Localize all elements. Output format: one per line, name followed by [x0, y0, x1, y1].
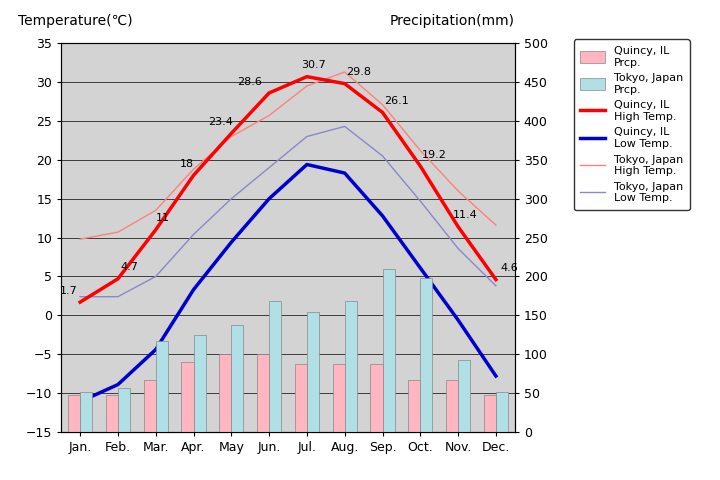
Tokyo, Japan
Low Temp.	[378, 153, 387, 159]
Legend: Quincy, IL
Prcp., Tokyo, Japan
Prcp., Quincy, IL
High Temp., Quincy, IL
Low Temp: Quincy, IL Prcp., Tokyo, Japan Prcp., Qu…	[574, 39, 690, 210]
Quincy, IL
Low Temp.	[114, 382, 122, 387]
Bar	[156, 341, 168, 432]
Quincy, IL
High Temp.	[416, 163, 425, 169]
Tokyo, Japan
High Temp.	[454, 188, 462, 194]
Text: 11.4: 11.4	[453, 210, 477, 220]
Line: Tokyo, Japan
Low Temp.: Tokyo, Japan Low Temp.	[80, 126, 496, 297]
Quincy, IL
High Temp.	[378, 109, 387, 115]
Text: 28.6: 28.6	[237, 77, 262, 86]
Bar	[68, 395, 80, 432]
Quincy, IL
High Temp.	[76, 299, 84, 305]
Quincy, IL
Low Temp.	[454, 317, 462, 323]
Quincy, IL
Low Temp.	[76, 399, 84, 405]
Text: 30.7: 30.7	[302, 60, 326, 70]
Quincy, IL
High Temp.	[341, 81, 349, 86]
Quincy, IL
High Temp.	[302, 74, 311, 80]
Bar	[496, 392, 508, 432]
Text: 4.6: 4.6	[501, 263, 518, 273]
Bar	[80, 392, 92, 432]
Tokyo, Japan
Low Temp.	[76, 294, 84, 300]
Quincy, IL
Low Temp.	[227, 240, 235, 245]
Quincy, IL
Low Temp.	[151, 347, 160, 352]
Tokyo, Japan
High Temp.	[341, 69, 349, 75]
Quincy, IL
High Temp.	[189, 172, 198, 178]
Tokyo, Japan
Low Temp.	[265, 165, 274, 170]
Tokyo, Japan
Low Temp.	[454, 246, 462, 252]
Bar	[257, 354, 269, 432]
Tokyo, Japan
Low Temp.	[189, 232, 198, 238]
Tokyo, Japan
Low Temp.	[416, 198, 425, 204]
Tokyo, Japan
High Temp.	[151, 207, 160, 213]
Bar	[370, 363, 382, 432]
Text: 19.2: 19.2	[422, 150, 446, 160]
Tokyo, Japan
High Temp.	[302, 83, 311, 89]
Text: 26.1: 26.1	[384, 96, 409, 106]
Quincy, IL
Low Temp.	[265, 196, 274, 202]
Quincy, IL
High Temp.	[151, 227, 160, 233]
Bar	[345, 301, 357, 432]
Bar	[307, 312, 319, 432]
Line: Tokyo, Japan
High Temp.: Tokyo, Japan High Temp.	[80, 72, 496, 239]
Tokyo, Japan
High Temp.	[114, 229, 122, 235]
Tokyo, Japan
Low Temp.	[227, 196, 235, 202]
Bar	[333, 363, 345, 432]
Quincy, IL
Low Temp.	[378, 213, 387, 219]
Text: 29.8: 29.8	[346, 67, 371, 77]
Quincy, IL
High Temp.	[114, 276, 122, 282]
Quincy, IL
Low Temp.	[416, 265, 425, 271]
Quincy, IL
High Temp.	[265, 90, 274, 96]
Text: 4.7: 4.7	[120, 263, 138, 273]
Quincy, IL
Low Temp.	[189, 287, 198, 293]
Bar	[484, 395, 496, 432]
Line: Quincy, IL
Low Temp.: Quincy, IL Low Temp.	[80, 165, 496, 402]
Tokyo, Japan
High Temp.	[76, 236, 84, 242]
Tokyo, Japan
Low Temp.	[492, 283, 500, 288]
Quincy, IL
Low Temp.	[341, 170, 349, 176]
Bar	[194, 335, 206, 432]
Tokyo, Japan
High Temp.	[416, 148, 425, 154]
Bar	[446, 380, 458, 432]
Tokyo, Japan
High Temp.	[189, 166, 198, 172]
Tokyo, Japan
High Temp.	[227, 133, 235, 139]
Bar	[118, 388, 130, 432]
Bar	[458, 360, 470, 432]
Quincy, IL
Low Temp.	[302, 162, 311, 168]
Bar	[219, 354, 231, 432]
Tokyo, Japan
Low Temp.	[302, 133, 311, 139]
Bar	[106, 396, 118, 432]
Tokyo, Japan
High Temp.	[492, 222, 500, 228]
Bar	[408, 380, 420, 432]
Tokyo, Japan
High Temp.	[378, 102, 387, 108]
Tokyo, Japan
Low Temp.	[341, 123, 349, 129]
Quincy, IL
High Temp.	[227, 131, 235, 136]
Text: Temperature(℃): Temperature(℃)	[18, 13, 132, 28]
Bar	[231, 324, 243, 432]
Text: 11: 11	[156, 214, 170, 224]
Quincy, IL
Low Temp.	[492, 373, 500, 379]
Quincy, IL
High Temp.	[492, 276, 500, 282]
Tokyo, Japan
High Temp.	[265, 113, 274, 119]
Quincy, IL
High Temp.	[454, 224, 462, 229]
Bar	[143, 380, 156, 432]
Text: 23.4: 23.4	[208, 117, 233, 127]
Bar	[181, 362, 194, 432]
Bar	[382, 269, 395, 432]
Bar	[269, 301, 282, 432]
Text: 1.7: 1.7	[60, 286, 78, 296]
Line: Quincy, IL
High Temp.: Quincy, IL High Temp.	[80, 77, 496, 302]
Text: Precipitation(mm): Precipitation(mm)	[390, 13, 515, 28]
Text: 18: 18	[179, 159, 194, 169]
Bar	[420, 278, 433, 432]
Tokyo, Japan
Low Temp.	[114, 294, 122, 300]
Tokyo, Japan
Low Temp.	[151, 274, 160, 279]
Bar	[294, 363, 307, 432]
